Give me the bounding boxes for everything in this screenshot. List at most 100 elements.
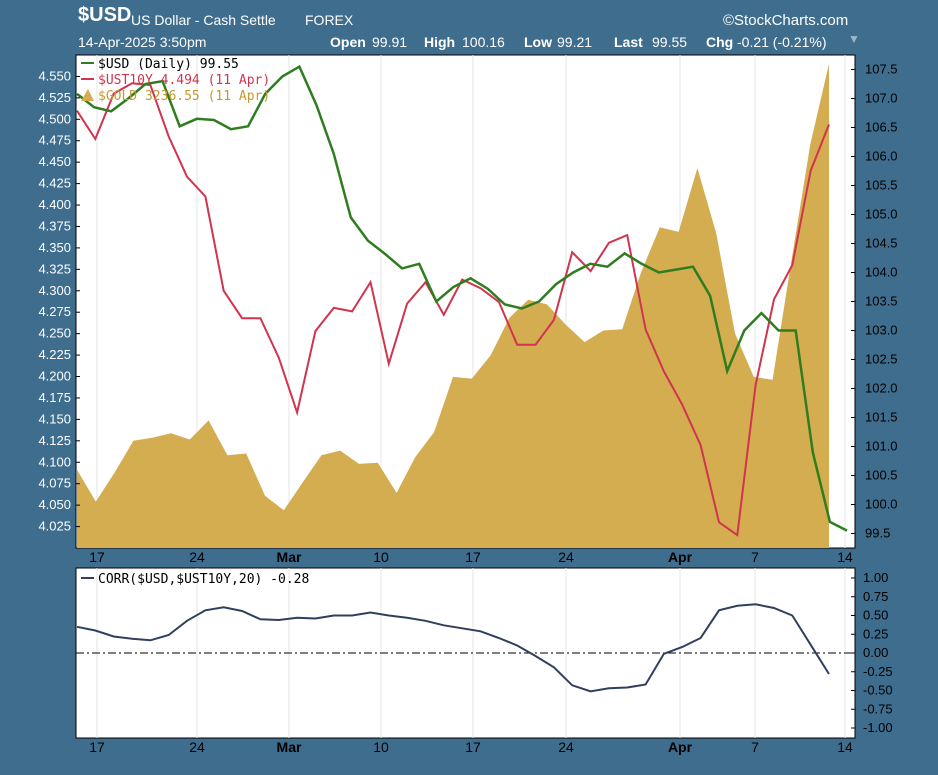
right-tick-label: 100.0 (865, 497, 898, 512)
left-tick-label: 4.400 (38, 197, 71, 212)
corr-tick-label: -0.75 (863, 701, 893, 716)
left-tick-label: 4.450 (38, 154, 71, 169)
corr-tick-label: 0.00 (863, 645, 888, 660)
main-x-tick-label: Mar (277, 549, 302, 565)
right-tick-label: 101.0 (865, 439, 898, 454)
left-tick-label: 4.075 (38, 476, 71, 491)
corr-tick-label: 0.25 (863, 626, 888, 641)
corr-x-tick-label: 17 (465, 739, 481, 755)
left-tick-label: 4.200 (38, 369, 71, 384)
right-tick-label: 102.5 (865, 352, 898, 367)
open-label: Open (330, 34, 366, 50)
main-x-tick-label: 17 (465, 549, 481, 565)
chg-value: -0.21 (-0.21%) (737, 34, 827, 50)
corr-tick-label: 1.00 (863, 570, 888, 585)
corr-x-tick-label: 10 (373, 739, 389, 755)
ust10y-series (76, 82, 830, 537)
low-value: 99.21 (557, 34, 593, 50)
corr-x-tick-label: 17 (89, 739, 105, 755)
left-tick-label: 4.300 (38, 283, 71, 298)
corr-axis-ticks: 1.00 0.75 0.50 0.25 0.00 -0.25 -0.50 -0.75 -1.00 (851, 570, 893, 735)
left-tick-label: 4.050 (38, 497, 71, 512)
right-tick-label: 106.5 (865, 120, 898, 135)
legend-gold: $GOLD 3236.55 (11 Apr) (98, 89, 270, 104)
left-tick-label: 4.350 (38, 240, 71, 255)
left-tick-label: 4.500 (38, 111, 71, 126)
main-x-tick-label: 24 (189, 549, 205, 565)
right-tick-label: 103.5 (865, 294, 898, 309)
corr-x-tick-label: Apr (668, 739, 693, 755)
main-x-tick-label: 7 (751, 549, 759, 565)
right-tick-label: 106.0 (865, 149, 898, 164)
right-axis-ticks: 107.5 107.0 106.5 106.0 105.5 105.0 104.5 104.0… (851, 62, 898, 541)
ust10y-line (76, 82, 830, 537)
main-x-tick-label: 17 (89, 549, 105, 565)
left-tick-label: 4.325 (38, 261, 71, 276)
left-tick-label: 4.275 (38, 304, 71, 319)
gold-series (77, 63, 829, 548)
source-watermark: ©StockCharts.com (723, 12, 849, 29)
corr-tick-label: -1.00 (863, 720, 893, 735)
corr-tick-label: -0.50 (863, 683, 893, 698)
corr-grid (76, 568, 855, 738)
left-tick-label: 4.175 (38, 390, 71, 405)
right-tick-label: 99.5 (865, 526, 890, 541)
chg-label: Chg (706, 34, 734, 50)
corr-x-tick-label: 24 (558, 739, 574, 755)
high-value: 100.16 (462, 34, 505, 50)
corr-x-tick-label: 24 (189, 739, 205, 755)
legend-corr: CORR($USD,$UST10Y,20) -0.28 (98, 572, 309, 587)
main-x-tick-label: 10 (373, 549, 389, 565)
main-legend: $USD (Daily) 99.55 $UST10Y 4.494 (11 Apr… (81, 57, 270, 104)
corr-tick-label: -0.25 (863, 664, 893, 679)
left-tick-label: 4.475 (38, 133, 71, 148)
legend-gold-swatch (81, 89, 94, 101)
left-tick-label: 4.225 (38, 347, 71, 362)
left-tick-label: 4.525 (38, 90, 71, 105)
symbol-name: US Dollar - Cash Settle (131, 12, 276, 28)
left-tick-label: 4.375 (38, 218, 71, 233)
corr-tick-label: 0.50 (863, 608, 888, 623)
main-x-tick-label: 24 (558, 549, 574, 565)
right-tick-label: 107.0 (865, 91, 898, 106)
corr-x-tick-label: 14 (837, 739, 853, 755)
left-tick-label: 4.425 (38, 176, 71, 191)
open-value: 99.91 (372, 34, 408, 50)
usd-series (76, 64, 848, 532)
corr-x-tick-label: Mar (277, 739, 302, 755)
left-tick-label: 4.025 (38, 519, 71, 534)
high-label: High (424, 34, 456, 50)
gold-area (77, 63, 829, 548)
left-tick-label: 4.125 (38, 433, 71, 448)
right-tick-label: 104.0 (865, 265, 898, 280)
main-x-tick-label: 14 (837, 549, 853, 565)
low-label: Low (524, 34, 552, 50)
right-tick-label: 101.5 (865, 410, 898, 425)
datetime-label: 14-Apr-2025 3:50pm (78, 34, 207, 50)
right-tick-label: 105.5 (865, 178, 898, 193)
main-x-axis-ticks: 17 24 Mar 10 17 24 Apr 7 14 (89, 549, 853, 565)
symbol-title: $USD (78, 4, 132, 26)
right-tick-label: 107.5 (865, 62, 898, 77)
legend-ust10y: $UST10Y 4.494 (11 Apr) (98, 73, 270, 88)
last-label: Last (614, 34, 643, 50)
right-tick-label: 100.5 (865, 468, 898, 483)
left-tick-label: 4.550 (38, 68, 71, 83)
left-tick-label: 4.100 (38, 454, 71, 469)
chg-down-icon: ▼ (848, 32, 860, 46)
left-axis-ticks: 4.550 4.525 4.500 4.475 4.450 4.425 4.400 4.375… (38, 68, 80, 534)
legend-usd: $USD (Daily) 99.55 (98, 57, 239, 72)
corr-tick-label: 0.75 (863, 589, 888, 604)
main-x-tick-label: Apr (668, 549, 693, 565)
right-tick-label: 105.0 (865, 207, 898, 222)
corr-x-tick-label: 7 (751, 739, 759, 755)
corr-line (76, 603, 830, 693)
left-tick-label: 4.150 (38, 411, 71, 426)
right-tick-label: 102.0 (865, 381, 898, 396)
right-tick-label: 104.5 (865, 236, 898, 251)
last-value: 99.55 (652, 34, 688, 50)
right-tick-label: 103.0 (865, 323, 898, 338)
usd-line (76, 64, 848, 532)
exchange-label: FOREX (305, 12, 354, 28)
